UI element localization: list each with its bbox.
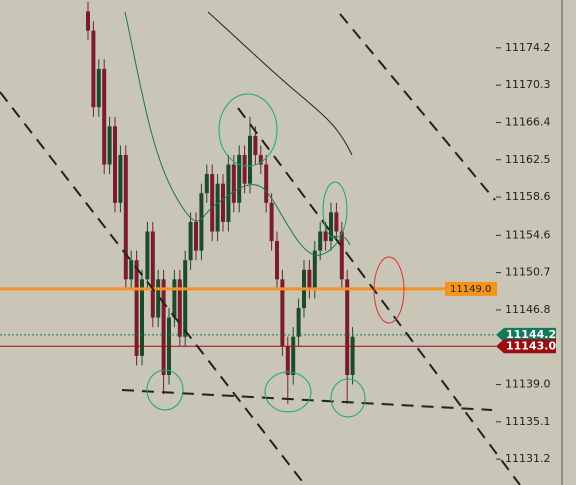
candle-body (345, 279, 350, 375)
candle-body (199, 193, 204, 251)
candle-body (177, 279, 182, 337)
candle-body (350, 336, 355, 375)
trendline (339, 13, 496, 201)
candle-body (96, 68, 101, 108)
candle-body (102, 68, 107, 165)
slow-average (207, 11, 353, 156)
candle-body (204, 174, 209, 194)
candle-body (161, 279, 166, 375)
trendline (121, 389, 493, 411)
candle-body (291, 336, 296, 375)
y-tick-label: 11146.8 (505, 303, 551, 316)
candle-body (258, 154, 263, 165)
candle-body (145, 231, 150, 280)
price-label: 11144.2 (506, 328, 556, 341)
candle-body (285, 346, 290, 375)
y-tick-label: 11170.3 (505, 78, 551, 91)
candle-body (91, 30, 96, 108)
candle-body (156, 279, 161, 318)
candle-body (339, 231, 344, 280)
circle-marker (373, 256, 405, 324)
y-tick-label: 11162.5 (505, 153, 551, 166)
price-label-box (445, 281, 497, 296)
candle-body (334, 212, 339, 232)
candle-body (140, 279, 144, 356)
candle-body (231, 164, 236, 203)
circle-marker (146, 369, 184, 411)
price-label: 11149.0 (450, 284, 491, 295)
fast-average (124, 11, 351, 256)
candle-body (172, 279, 177, 318)
y-tick-label: 11150.7 (505, 266, 551, 279)
circle-marker (322, 181, 348, 239)
candle-body (280, 279, 285, 347)
candle-body (134, 260, 139, 356)
candle-body (323, 231, 328, 242)
price-label: 11143.0 (506, 339, 556, 352)
y-tick-label: 11131.2 (505, 452, 551, 465)
candle-body (107, 126, 112, 165)
y-tick-label: 11139.0 (505, 378, 551, 391)
candle-body (318, 231, 323, 251)
candle-body (150, 231, 155, 318)
candle-body (275, 241, 279, 280)
candle-body (237, 154, 242, 203)
candle-body (113, 126, 117, 203)
candle-body (118, 154, 123, 203)
price-label-box (496, 327, 556, 342)
candle-body (296, 308, 301, 337)
candle-body (188, 221, 193, 261)
y-tick-label: 11166.4 (505, 115, 551, 128)
candle-body (215, 183, 220, 232)
y-tick-label: 11174.2 (505, 41, 551, 54)
candle-body (307, 269, 312, 289)
candle-body (312, 250, 317, 289)
candle-body (242, 154, 247, 184)
candle-body (253, 135, 258, 155)
candles (86, 1, 355, 404)
candle-body (264, 164, 269, 203)
circle-marker (264, 371, 312, 413)
y-tick-label: 11135.1 (505, 415, 551, 428)
circle-marker (330, 378, 366, 418)
trendline (0, 91, 306, 485)
price-label-box (496, 339, 556, 354)
candle-body (210, 174, 215, 232)
candle-body (221, 183, 225, 222)
candle-body (194, 221, 198, 251)
candle-body (269, 202, 274, 242)
candle-body (226, 164, 231, 222)
y-tick-label: 11154.6 (505, 228, 551, 241)
candle-body (86, 11, 90, 31)
candle-body (129, 260, 134, 280)
candle-body (123, 154, 128, 280)
candle-body (248, 135, 252, 184)
candle-body (329, 212, 333, 242)
circle-marker (218, 93, 278, 167)
y-tick-label: 11158.6 (505, 190, 551, 203)
drawings (0, 11, 521, 485)
candle-body (183, 260, 188, 337)
